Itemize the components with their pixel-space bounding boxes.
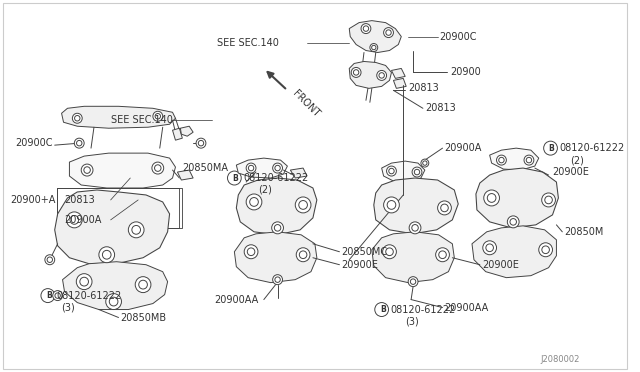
Circle shape (273, 275, 282, 285)
Polygon shape (177, 170, 193, 180)
Circle shape (483, 241, 497, 255)
Circle shape (106, 294, 122, 310)
Circle shape (152, 162, 164, 174)
Text: 20900E: 20900E (482, 260, 518, 270)
Polygon shape (381, 161, 425, 182)
Circle shape (135, 277, 151, 293)
Text: 20850MB: 20850MB (120, 312, 166, 323)
Circle shape (296, 248, 310, 262)
Polygon shape (392, 68, 405, 78)
Text: 08120-61222: 08120-61222 (57, 291, 122, 301)
Circle shape (246, 194, 262, 210)
Text: (3): (3) (405, 317, 419, 327)
Polygon shape (472, 226, 556, 278)
Text: B: B (380, 305, 385, 314)
Circle shape (129, 222, 144, 238)
Text: 20900E: 20900E (552, 167, 589, 177)
Circle shape (45, 255, 54, 265)
Circle shape (541, 193, 556, 207)
Text: B: B (548, 144, 554, 153)
Text: 20900A: 20900A (445, 143, 482, 153)
Circle shape (412, 167, 422, 177)
Text: SEE SEC.140: SEE SEC.140 (217, 38, 278, 48)
Text: 20900: 20900 (451, 67, 481, 77)
Circle shape (81, 164, 93, 176)
Text: (2): (2) (570, 155, 584, 165)
Text: 20900AA: 20900AA (445, 302, 489, 312)
Circle shape (76, 274, 92, 290)
Text: FRONT: FRONT (291, 89, 321, 119)
Circle shape (508, 216, 519, 228)
Text: 20900+A: 20900+A (10, 195, 56, 205)
Circle shape (484, 190, 499, 206)
Circle shape (361, 23, 371, 33)
Text: SEE SEC.140: SEE SEC.140 (111, 115, 173, 125)
Circle shape (408, 277, 418, 286)
Text: 20900AA: 20900AA (215, 295, 259, 305)
Circle shape (153, 111, 163, 121)
Circle shape (52, 291, 63, 301)
Circle shape (377, 70, 387, 80)
Text: 20813: 20813 (408, 83, 439, 93)
Polygon shape (394, 78, 406, 89)
Circle shape (539, 243, 552, 257)
Circle shape (246, 163, 256, 173)
Circle shape (370, 44, 378, 51)
Circle shape (438, 201, 451, 215)
Circle shape (421, 159, 429, 167)
Circle shape (351, 67, 361, 77)
Polygon shape (180, 126, 193, 136)
Circle shape (383, 245, 396, 259)
Circle shape (295, 197, 311, 213)
Polygon shape (349, 20, 401, 52)
Text: 20850MA: 20850MA (182, 163, 228, 173)
Polygon shape (173, 128, 182, 140)
Circle shape (497, 155, 506, 165)
Circle shape (244, 245, 258, 259)
Text: 20900C: 20900C (440, 32, 477, 42)
Text: 08120-61222: 08120-61222 (243, 173, 308, 183)
Polygon shape (54, 190, 170, 264)
Circle shape (67, 212, 82, 228)
Text: 20900E: 20900E (341, 260, 378, 270)
Polygon shape (490, 148, 539, 170)
Polygon shape (374, 178, 458, 234)
Polygon shape (349, 61, 392, 89)
Text: 20900C: 20900C (15, 138, 53, 148)
Polygon shape (372, 232, 454, 283)
Text: B: B (46, 291, 52, 300)
Polygon shape (236, 178, 317, 235)
Text: 20900A: 20900A (65, 215, 102, 225)
Polygon shape (476, 168, 558, 228)
Text: B: B (232, 173, 238, 183)
Circle shape (273, 163, 282, 173)
Circle shape (387, 166, 396, 176)
Circle shape (383, 197, 399, 213)
Text: 08120-61222: 08120-61222 (390, 305, 456, 315)
Polygon shape (63, 262, 168, 310)
Circle shape (409, 222, 421, 234)
Circle shape (436, 248, 449, 262)
Circle shape (383, 28, 394, 38)
Circle shape (72, 113, 82, 123)
Text: 20850M: 20850M (564, 227, 604, 237)
Circle shape (524, 155, 534, 165)
Text: 20850MC: 20850MC (341, 247, 388, 257)
Polygon shape (236, 158, 287, 178)
Text: 20813: 20813 (65, 195, 95, 205)
Text: 20813: 20813 (425, 103, 456, 113)
Text: (3): (3) (61, 302, 76, 312)
Circle shape (74, 138, 84, 148)
Text: (2): (2) (258, 185, 272, 195)
Polygon shape (69, 153, 175, 188)
Polygon shape (291, 168, 307, 178)
Circle shape (196, 138, 206, 148)
Text: 08120-61222: 08120-61222 (559, 143, 625, 153)
Text: J2080002: J2080002 (541, 355, 580, 364)
Circle shape (99, 247, 115, 263)
Polygon shape (234, 232, 317, 283)
Circle shape (272, 222, 284, 234)
Polygon shape (61, 106, 175, 128)
